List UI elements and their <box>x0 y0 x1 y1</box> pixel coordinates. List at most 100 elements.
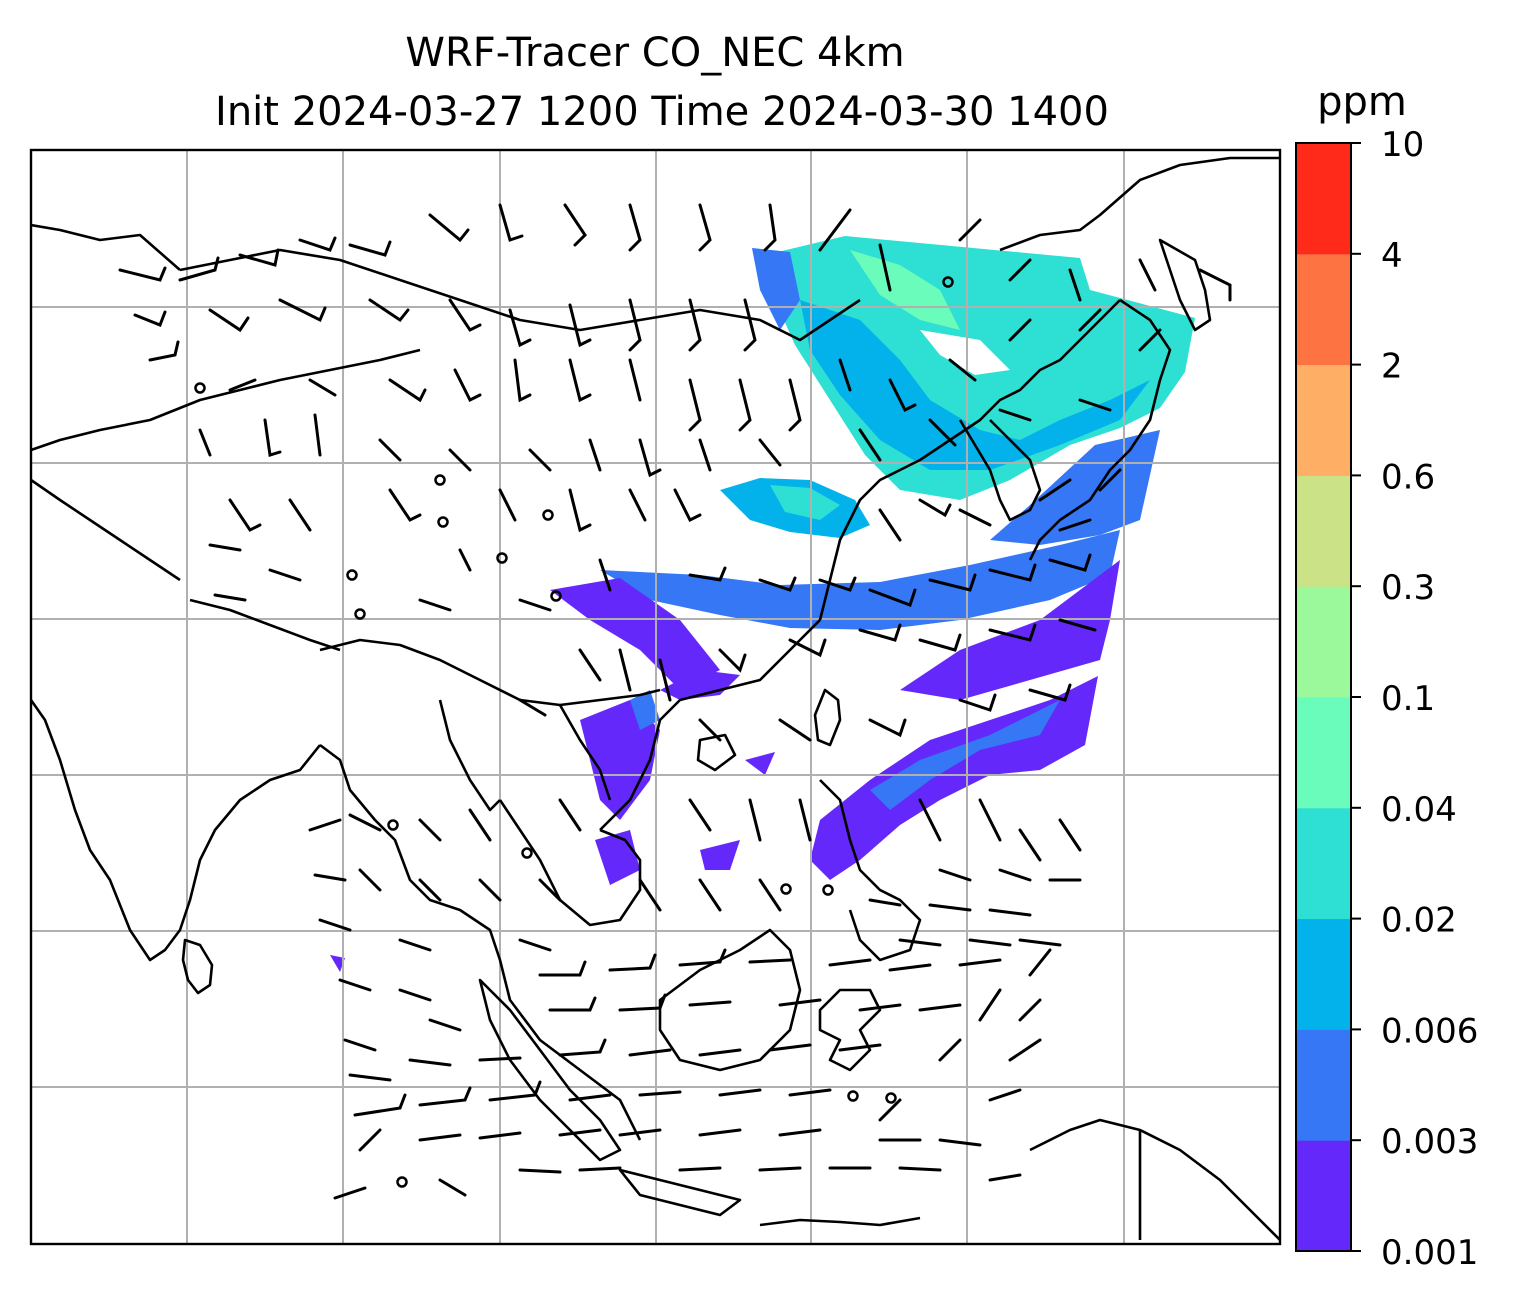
tracer-band-1 <box>990 430 1160 545</box>
border-india-nepal <box>189 598 341 652</box>
wind-barb <box>638 1090 682 1097</box>
wind-barb <box>778 998 822 1007</box>
wind-barb <box>673 488 702 523</box>
wind-barb <box>288 498 312 532</box>
wind-barb <box>858 1003 902 1012</box>
wind-barb <box>938 1138 982 1147</box>
wind-barb <box>868 588 917 607</box>
wind-barb <box>568 488 592 533</box>
wind-barb <box>768 1043 812 1052</box>
wind-barb <box>868 718 907 738</box>
wind-barb <box>658 658 672 702</box>
wind-barb <box>1008 258 1032 282</box>
wind-barb <box>788 638 827 658</box>
wind-barb <box>448 298 482 332</box>
wind-barb <box>678 1166 722 1172</box>
wind-barb <box>888 963 932 972</box>
wind-barb <box>358 1128 382 1152</box>
wind-barb <box>898 938 942 947</box>
wind-barb <box>778 718 812 742</box>
wind-barb <box>928 573 977 592</box>
colorbar-segment <box>1296 1029 1351 1141</box>
wind-barb <box>563 203 587 247</box>
wind-barb <box>528 448 552 472</box>
wind-barb <box>333 1186 367 1200</box>
wind-barb <box>978 988 1002 1022</box>
wind-barb <box>1138 328 1162 352</box>
wind-barb <box>788 378 802 432</box>
colorbar-units: ppm <box>1317 79 1407 125</box>
calm-marker <box>346 569 358 581</box>
wind-barb <box>763 203 777 252</box>
border-china-russia <box>31 223 181 271</box>
tracer-concentration-fill <box>330 236 1195 972</box>
wind-barb <box>353 1093 407 1117</box>
wind-barb <box>798 798 812 842</box>
coastline-lesser-sunda <box>759 1216 921 1227</box>
wind-barb <box>743 298 757 352</box>
tracer-patch-west <box>330 955 345 972</box>
wind-barb <box>698 878 722 912</box>
wind-barb <box>628 358 642 402</box>
calm-marker <box>885 1092 897 1104</box>
wind-barb <box>568 303 592 348</box>
wind-barb <box>948 358 977 382</box>
wind-barb <box>418 878 442 902</box>
calm-marker <box>387 819 399 831</box>
wind-barb <box>718 648 747 673</box>
wind-barb <box>918 498 952 518</box>
wind-barb <box>513 358 532 403</box>
coastline-indian-subcontinent <box>31 699 322 962</box>
coastline-new-guinea <box>1029 1118 1280 1241</box>
wind-barbs <box>118 203 1232 1200</box>
wind-barb <box>348 813 382 832</box>
tracer-band-4-core <box>870 700 1060 810</box>
wind-barb <box>298 236 337 252</box>
wind-barb <box>748 798 762 842</box>
wind-barb <box>498 203 524 242</box>
wind-barb <box>748 958 792 964</box>
border-myanmar-thailand <box>438 699 501 812</box>
wind-barb <box>1028 948 1052 977</box>
figure-title-line2: Init 2024-03-27 1200 Time 2024-03-30 140… <box>215 89 1109 135</box>
wind-barb <box>698 203 712 252</box>
wind-barb <box>838 358 852 392</box>
wind-barb <box>418 1086 472 1107</box>
wind-barb <box>468 808 492 842</box>
wind-barb <box>1058 818 1082 852</box>
wind-barb <box>558 1128 602 1137</box>
wind-barb <box>838 1043 882 1052</box>
wind-barb <box>388 488 422 522</box>
wind-barb <box>558 798 582 832</box>
wind-barb <box>418 598 452 612</box>
wind-barb <box>438 1178 467 1197</box>
wind-barb <box>688 378 702 432</box>
wind-barb <box>478 878 502 902</box>
wind-barb <box>758 576 797 592</box>
colorbar-tick-label: 0.6 <box>1381 457 1435 497</box>
wind-barb <box>1198 268 1232 302</box>
colorbar-segment <box>1296 697 1351 809</box>
coastline-malay-peninsula <box>498 799 642 927</box>
island-sri-lanka <box>181 938 214 995</box>
wind-barb <box>758 878 782 912</box>
wind-barb <box>718 1088 762 1097</box>
wind-barb <box>698 1128 742 1137</box>
tracer-plume-northeast-left-fringe <box>752 248 800 330</box>
wind-barb <box>568 358 592 403</box>
coastlines-borders <box>31 156 1280 1241</box>
wind-barb <box>1048 553 1092 572</box>
wind-barb <box>488 1080 542 1102</box>
wind-barb <box>1068 268 1082 302</box>
wind-barb <box>508 308 532 348</box>
wind-barb <box>828 958 872 967</box>
calm-marker <box>542 509 554 521</box>
wind-barb <box>788 1088 832 1097</box>
wind-barb <box>453 368 482 403</box>
wind-barb <box>313 413 322 457</box>
colorbar-segments <box>1296 143 1351 1252</box>
wind-barb <box>388 378 427 403</box>
colorbar-segment <box>1296 364 1351 476</box>
calm-marker <box>780 883 792 895</box>
